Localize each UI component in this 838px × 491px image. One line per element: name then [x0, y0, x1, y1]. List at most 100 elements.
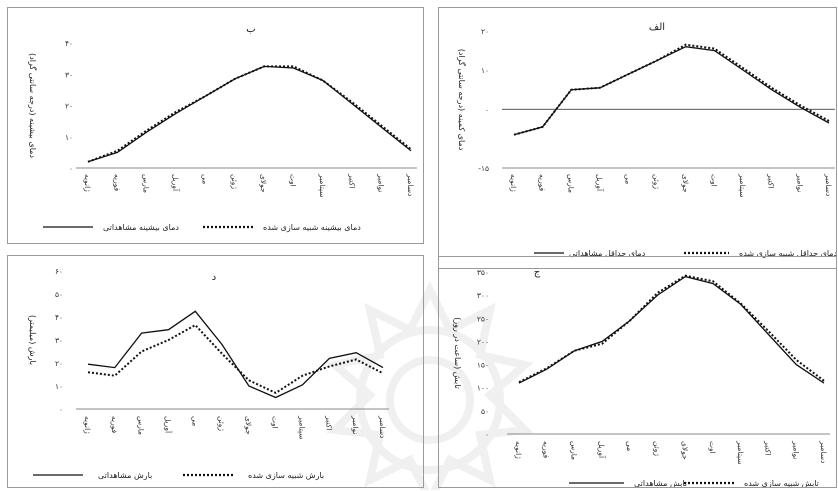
series-line-observed	[518, 275, 825, 384]
x-tick-label: نوامبر	[791, 440, 800, 459]
x-tick-label: مارس	[142, 174, 151, 193]
chart-panel-a: الف -۱۵ ۰ ۱۰ ۲۰ دمای کمینه (درجه سانتی گراد)…	[438, 7, 837, 269]
x-tick-label: مارس	[569, 441, 578, 460]
y-tick-label: ۰	[485, 105, 489, 114]
x-tick-label: ژوئن	[217, 416, 226, 431]
x-tick-label: سپتامبر	[738, 173, 747, 198]
y-tick-label: ۱۰	[65, 133, 73, 142]
x-tick-label: فوریه	[112, 174, 121, 192]
chart-panel-b: ب ۰ ۱۰ ۲۰ ۳۰ ۴۰ دمای بیشینه (درجه سانتی گراد)…	[7, 7, 424, 244]
y-tick-label: ۲۰	[481, 27, 489, 36]
legend-label: تابش شبیه سازی شده	[744, 479, 819, 487]
y-tick-label: ۵۰	[481, 407, 489, 416]
x-tick-label: جولای	[680, 441, 689, 460]
x-tick-label: اوت	[289, 174, 298, 187]
y-tick-label: ۶۰	[55, 267, 63, 276]
y-tick-label: ۳۰	[65, 70, 73, 79]
y-tick-label: ۳۰۰	[477, 291, 489, 300]
x-tick-label: می	[200, 174, 209, 184]
x-tick-label: جولای	[681, 174, 690, 193]
y-axis-label: دمای کمینه (درجه سانتی گراد)	[457, 49, 467, 151]
x-tick-label: دسامبر	[378, 415, 387, 438]
x-tick-label: می	[624, 174, 633, 184]
y-tick-label: ۲۰	[55, 359, 63, 368]
series-line-simulated	[518, 274, 825, 384]
plot-area: -۱۵ ۰ ۱۰ ۲۰ دمای کمینه (درجه سانتی گراد) ژانو…	[457, 27, 835, 198]
y-tick-label: ۰	[59, 405, 63, 414]
x-tick-label: اکتبر	[767, 173, 776, 188]
series-line-observed	[87, 310, 384, 399]
legend-label: دمای حداقل مشاهداتی	[569, 249, 646, 258]
x-tick-label: می	[190, 416, 199, 426]
chart-title: ب	[246, 24, 255, 35]
legend-label: بارش مشاهداتی	[98, 471, 152, 480]
x-tick-label: می	[625, 441, 634, 451]
y-tick-label: ۴۰	[55, 313, 63, 322]
chart-svg-j: ج ۰ ۵۰ ۱۰۰ ۱۵۰ ۲۰۰ ۲۵۰ ۳۰۰ ۳۵۰ تابش (ساعت در روز…	[453, 267, 830, 487]
legend-label: دمای حداقل شبیه سازی شده	[739, 249, 836, 258]
x-tick-label: ژانویه	[509, 174, 518, 192]
x-tick-label: دسامبر	[406, 173, 415, 196]
x-tick-label: اکتبر	[324, 415, 333, 430]
y-tick-label: ۳۰	[55, 336, 63, 345]
x-tick-label: جولای	[244, 416, 253, 435]
chart-svg-b: ب ۰ ۱۰ ۲۰ ۳۰ ۴۰ دمای بیشینه (درجه سانتی گراد)…	[28, 24, 417, 232]
chart-svg-d: د ۰ ۱۰ ۲۰ ۳۰ ۴۰ ۵۰ ۶۰ بارش (میلیمتر) ژانویه فوریه…	[28, 267, 389, 480]
x-tick-label: نوامبر	[377, 173, 386, 192]
x-tick-label: سپتامبر	[318, 173, 327, 198]
plot-area: ۰ ۱۰ ۲۰ ۳۰ ۴۰ ۵۰ ۶۰ بارش (میلیمتر) ژانویه فوریه ما…	[28, 267, 389, 440]
x-tick-label: ژانویه	[83, 174, 92, 192]
series-line-observed	[87, 65, 412, 163]
chart-panel-j: ج ۰ ۵۰ ۱۰۰ ۱۵۰ ۲۰۰ ۲۵۰ ۳۰۰ ۳۵۰ تابش (ساعت در روز…	[438, 256, 837, 488]
y-tick-label: ۰	[485, 430, 489, 439]
x-tick-label: سپتامبر	[736, 440, 745, 465]
x-tick-label: ژوئن	[652, 174, 661, 189]
y-tick-label: -۱۵	[478, 164, 489, 173]
series-line-observed	[513, 46, 830, 136]
x-tick-label: ژوئن	[653, 441, 662, 456]
chart-panel-d: د ۰ ۱۰ ۲۰ ۳۰ ۴۰ ۵۰ ۶۰ بارش (میلیمتر) ژانویه فوریه…	[7, 255, 424, 488]
x-tick-label: دسامبر	[819, 440, 828, 463]
y-tick-label: ۵۰	[55, 290, 63, 299]
y-axis-label: تابش (ساعت در روز)	[453, 317, 462, 389]
x-tick-label: اوت	[708, 441, 717, 454]
x-tick-label: اکتبر	[347, 173, 356, 188]
y-tick-label: ۱۰۰	[477, 384, 489, 393]
legend: دمای حداقل مشاهداتی دمای حداقل شبیه سازی …	[534, 249, 836, 258]
y-tick-label: ۱۵۰	[477, 361, 489, 370]
x-tick-label: آوریل	[171, 174, 181, 192]
x-tick-label: فوریه	[542, 441, 551, 459]
chart-title: ج	[534, 267, 541, 278]
x-tick-label: اوت	[709, 174, 718, 187]
x-tick-label: سپتامبر	[298, 415, 307, 440]
series-line-simulated	[513, 43, 830, 136]
legend: بارش مشاهداتی بارش شبیه سازی شده	[33, 471, 324, 480]
y-tick-label: ۴۰	[65, 39, 73, 48]
x-tick-label: دسامبر	[824, 173, 833, 196]
legend-label: تابش مشاهداتی	[634, 479, 687, 487]
legend: تابش مشاهداتی تابش شبیه سازی شده	[569, 479, 819, 487]
legend-label: دمای بیشینه شبیه سازی شده	[263, 223, 361, 232]
plot-area: ۰ ۱۰ ۲۰ ۳۰ ۴۰ دمای بیشینه (درجه سانتی گراد) ژا…	[28, 39, 417, 198]
x-tick-label: مارس	[566, 174, 575, 193]
y-axis-label: دمای بیشینه (درجه سانتی گراد)	[28, 53, 38, 158]
y-tick-label: ۲۰	[65, 102, 73, 111]
y-tick-label: ۱۰	[55, 382, 63, 391]
x-tick-label: اوت	[271, 416, 280, 429]
plot-area: ۰ ۵۰ ۱۰۰ ۱۵۰ ۲۰۰ ۲۵۰ ۳۰۰ ۳۵۰ تابش (ساعت در روز) ژ…	[453, 268, 830, 465]
x-tick-label: آوریل	[163, 416, 173, 434]
y-axis-label: بارش (میلیمتر)	[28, 315, 37, 365]
x-tick-label: آوریل	[597, 441, 607, 459]
legend: دمای بیشینه مشاهداتی دمای بیشینه شبیه ساز…	[43, 223, 361, 232]
y-tick-label: ۳۵۰	[477, 268, 489, 277]
x-tick-label: مارس	[137, 416, 146, 435]
chart-title: د	[212, 272, 216, 283]
series-line-simulated	[87, 323, 384, 395]
x-tick-label: نوامبر	[351, 415, 360, 434]
legend-label: بارش شبیه سازی شده	[248, 471, 324, 480]
x-tick-label: جولای	[259, 174, 268, 193]
x-tick-label: نوامبر	[795, 173, 804, 192]
series-line-simulated	[87, 65, 412, 163]
y-tick-label: ۲۵۰	[477, 314, 489, 323]
x-tick-label: آوریل	[595, 174, 605, 192]
